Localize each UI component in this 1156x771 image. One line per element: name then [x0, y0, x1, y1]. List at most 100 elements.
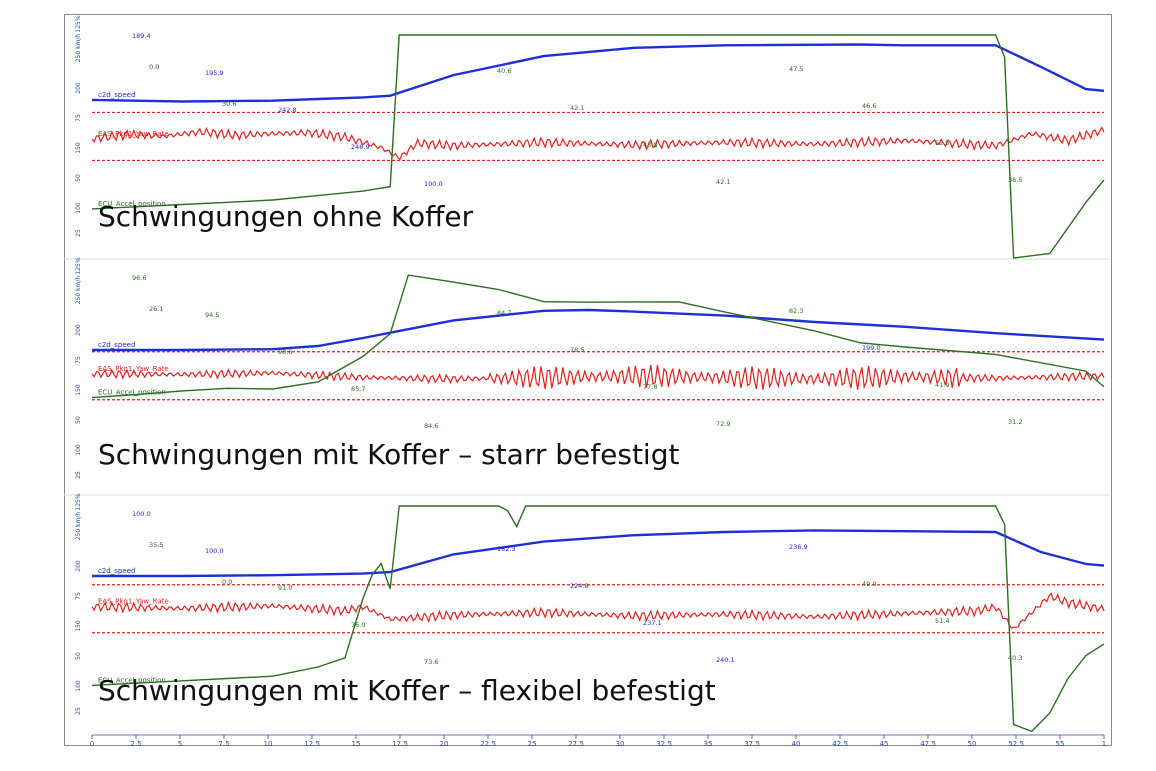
y-tick-label: 75 — [75, 114, 82, 122]
data-label: 85.7 — [351, 385, 365, 393]
series-name-label: c2d_speed — [98, 567, 135, 575]
x-tick-label: 0 — [90, 740, 94, 748]
chart-panel-1: 125% 250 km/h 200 75 150 50 100 25 c2d_speed EAS_… — [64, 15, 1110, 260]
series-line-eas-pkg1-yaw-rate — [91, 592, 1105, 629]
y-tick-label: 25 — [75, 229, 82, 237]
x-tick-label: 42.5 — [832, 740, 848, 748]
data-label: 84.7 — [497, 309, 511, 317]
y-tick-label: 125% — [75, 15, 82, 32]
data-label: 73.6 — [424, 658, 438, 666]
x-tick-label: 7.5 — [218, 740, 229, 748]
series-name-label: EAS_Pkg1_Yaw_Rate — [98, 365, 169, 373]
data-label: 199.0 — [862, 344, 881, 352]
x-tick-label: 30 — [616, 740, 625, 748]
data-label: 82.3 — [789, 307, 803, 315]
data-label: 100.0 — [205, 547, 224, 555]
chart-panel-3: 125% 250 km/h 200 75 150 50 100 25 c2d_speed EAS_… — [75, 493, 1105, 733]
data-label: 35.5 — [149, 541, 163, 549]
y-tick-label: 250 km/h — [75, 512, 82, 541]
x-tick-label: 52.5 — [1008, 740, 1024, 748]
series-line-eas-pkg1-yaw-rate — [91, 126, 1105, 161]
y-tick-label: 200 — [75, 82, 82, 94]
data-label: 30.6 — [222, 100, 236, 108]
x-tick-label: 37.5 — [744, 740, 760, 748]
data-label: 84.6 — [424, 422, 438, 430]
data-label: 94.5 — [205, 311, 219, 319]
x-tick-label: 22.5 — [480, 740, 496, 748]
data-label: 31.2 — [1008, 418, 1022, 426]
series-name-label: EAS_Pkg1_Yaw_Rate — [98, 130, 169, 138]
x-tick-label: 5 — [178, 740, 182, 748]
x-tick-label: 27.5 — [568, 740, 584, 748]
y-tick-label: 150 — [75, 142, 82, 154]
data-label: 240.1 — [716, 656, 735, 664]
x-tick-label: 55 — [1056, 740, 1065, 748]
data-label: 236.9 — [789, 543, 808, 551]
x-tick-label: 35 — [704, 740, 713, 748]
data-label: 26.1 — [149, 305, 163, 313]
y-tick-label: 250 km/h — [75, 34, 82, 63]
series-line-eas-pkg1-yaw-rate — [91, 364, 1105, 390]
data-label: 96.6 — [132, 274, 146, 282]
data-label: 52.5 — [935, 139, 949, 147]
series-name-label: c2d_speed — [98, 91, 135, 99]
data-label: 242.8 — [278, 106, 297, 114]
data-label: 72.9 — [716, 420, 730, 428]
series-line-ecu-accel-position — [91, 505, 1105, 733]
y-tick-label: 25 — [75, 707, 82, 715]
data-label: 36.5 — [1008, 176, 1022, 184]
data-label: 237.1 — [643, 619, 662, 627]
y-tick-label: 100 — [75, 680, 82, 692]
y-tick-label: 75 — [75, 592, 82, 600]
y-tick-label: 75 — [75, 356, 82, 364]
x-tick-label: 32.5 — [656, 740, 672, 748]
y-tick-label: 250 km/h — [75, 276, 82, 305]
panel-title: Schwingungen mit Koffer – flexibel befes… — [98, 674, 716, 707]
data-label: 46.6 — [862, 102, 876, 110]
data-label: 78.5 — [570, 346, 584, 354]
data-label: 195.9 — [205, 69, 224, 77]
y-tick-label: 125% — [75, 257, 82, 274]
x-tick-label: 1 — [1102, 740, 1106, 748]
y-tick-label: 200 — [75, 560, 82, 572]
y-tick-label: 125% — [75, 493, 82, 510]
data-label: 40.3 — [1008, 654, 1022, 662]
data-label: 91.0 — [278, 584, 292, 592]
y-tick-label: 50 — [75, 416, 82, 424]
x-tick-label: 45 — [880, 740, 889, 748]
x-tick-label: 25 — [528, 740, 537, 748]
chart-panel-2: 125% 250 km/h 200 75 150 50 100 25 c2d_speed EAS_… — [64, 257, 1110, 496]
series-name-label: ECU_Accel_position — [98, 676, 166, 684]
data-label: 47.5 — [789, 65, 803, 73]
x-tick-label: 15 — [352, 740, 361, 748]
x-axis: 0 2.5 5 7.5 10 12.5 15 17.5 20 22.5 25 27.5 30 32.5 35… — [90, 734, 1106, 748]
panel-title: Schwingungen ohne Koffer — [98, 200, 474, 233]
y-tick-label: 50 — [75, 652, 82, 660]
x-tick-label: 2.5 — [130, 740, 141, 748]
data-label: 49.0 — [862, 580, 876, 588]
data-label: 90.6 — [278, 348, 292, 356]
series-name-label: ECU_Accel_position — [98, 389, 166, 397]
series-line-ecu-accel-position — [91, 274, 1105, 399]
y-tick-label: 150 — [75, 384, 82, 396]
y-tick-label: 200 — [75, 324, 82, 336]
series-line-c2d-speed — [92, 308, 1105, 352]
data-label: 77.8 — [643, 383, 657, 391]
series-name-label: c2d_speed — [98, 341, 135, 349]
panel-title: Schwingungen mit Koffer – starr befestig… — [98, 438, 679, 471]
x-tick-label: 47.5 — [920, 740, 936, 748]
data-label: 0.0 — [149, 63, 159, 71]
data-label: 182.3 — [497, 545, 516, 553]
data-label: 42.1 — [716, 178, 730, 186]
data-label: 76.0 — [351, 621, 365, 629]
y-tick-label: 50 — [75, 174, 82, 182]
data-label: 246.9 — [351, 143, 370, 151]
x-tick-label: 50 — [968, 740, 977, 748]
x-tick-label: 17.5 — [392, 740, 408, 748]
data-label: 100.0 — [132, 510, 151, 518]
y-tick-label: 150 — [75, 620, 82, 632]
series-line-c2d-speed — [91, 43, 1105, 103]
data-label: 0.0 — [222, 578, 232, 586]
x-tick-label: 40 — [792, 740, 801, 748]
y-tick-label: 100 — [75, 444, 82, 456]
